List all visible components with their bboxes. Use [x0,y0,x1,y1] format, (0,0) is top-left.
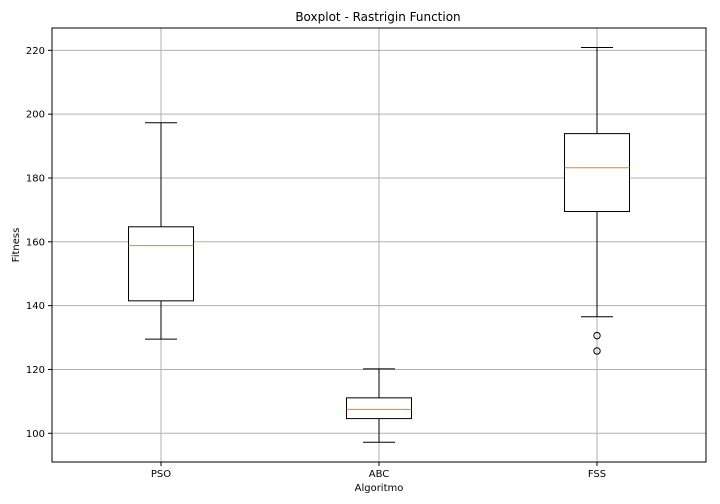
chart-title: Boxplot - Rastrigin Function [295,10,460,24]
x-axis-label: Algoritmo [355,483,404,494]
outlier-point [593,331,601,340]
iqr-box [564,133,630,212]
x-tick-label: PSO [151,469,171,480]
y-tick-label: 220 [26,46,45,57]
y-tick-label: 120 [26,365,45,376]
iqr-box [128,226,194,302]
box-pso [128,122,194,340]
y-tick-label: 200 [26,110,45,121]
x-tick-label: FSS [588,469,606,480]
x-axis: PSO ABC FSS [151,462,606,480]
y-tick-label: 100 [26,429,45,440]
box-abc [346,368,412,443]
y-tick-label: 160 [26,237,45,248]
y-tick-label: 180 [26,173,45,184]
box-fss [564,46,630,355]
iqr-box [346,397,412,420]
x-tick-label: ABC [369,469,390,480]
y-axis: 100 120 140 160 180 200 220 [26,46,52,440]
y-axis-label: Fitness [11,228,22,263]
box-series [128,46,630,443]
y-tick-label: 140 [26,301,45,312]
outlier-point [593,347,601,355]
